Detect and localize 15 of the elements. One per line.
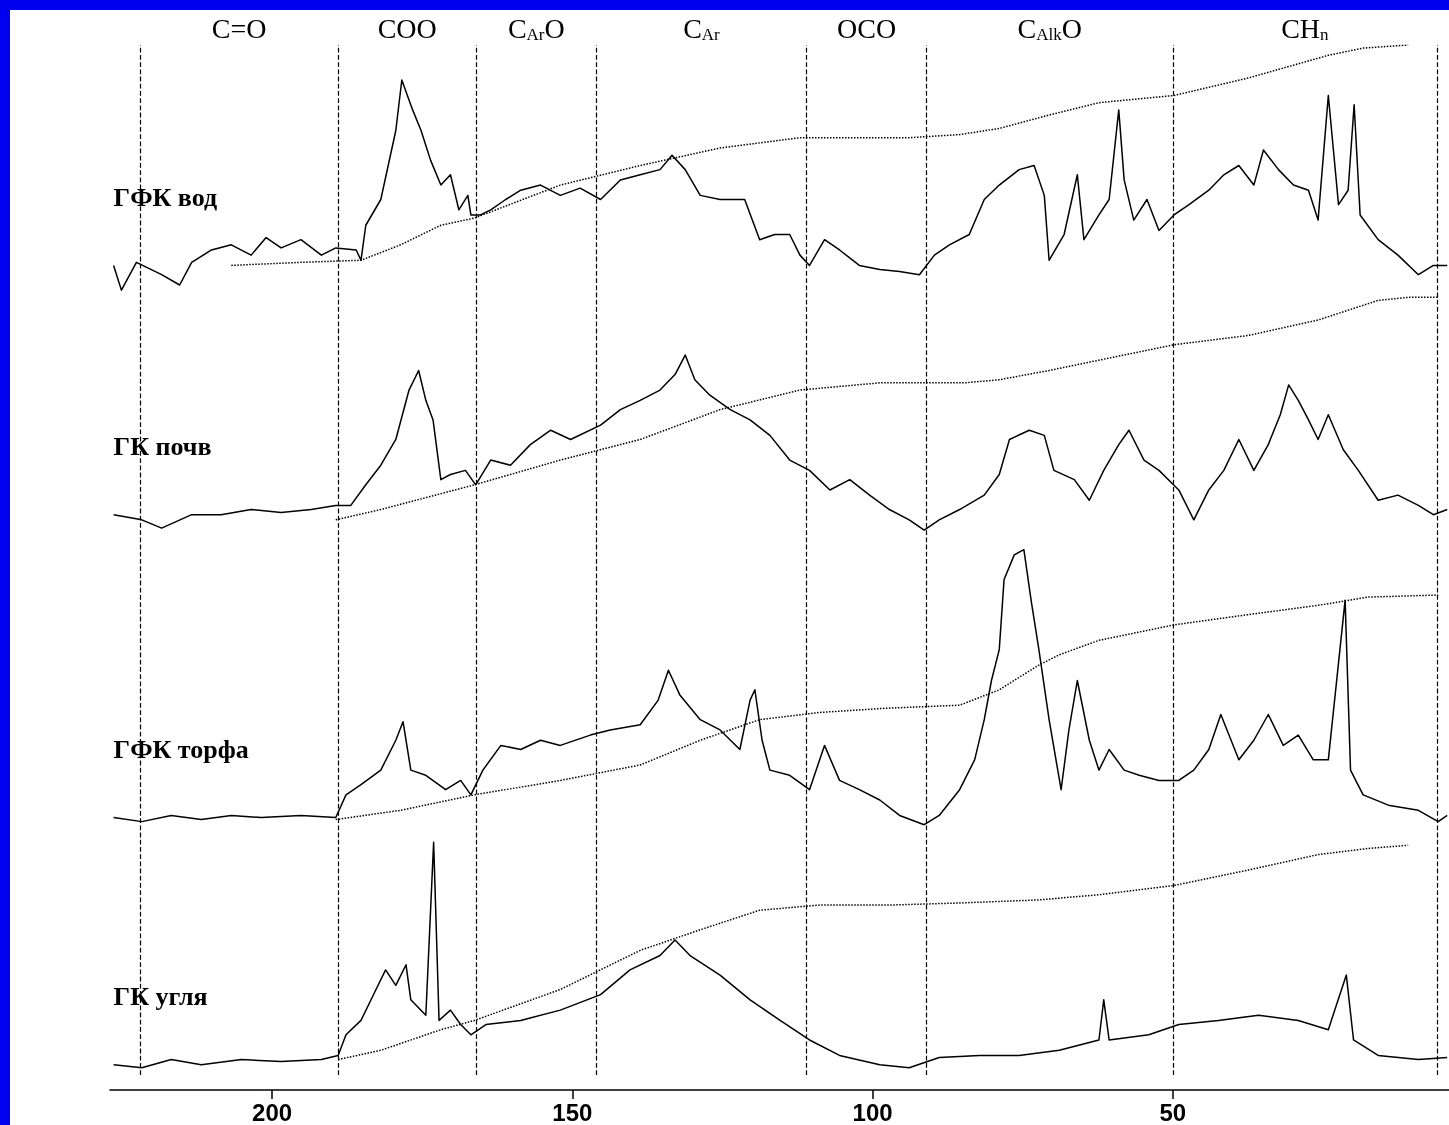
text: ГФК торфа (113, 735, 249, 764)
text: CAlkO (1017, 12, 1082, 44)
x-tick-label: 50 (1159, 1098, 1187, 1125)
x-tick-label: 100 (852, 1098, 893, 1125)
text: C=O (211, 12, 267, 44)
series-label: ГФК вод (113, 182, 218, 212)
text: CHn (1281, 12, 1330, 44)
text: ГК угля (113, 982, 208, 1012)
text: ГК почв (113, 432, 212, 462)
text: OCO (837, 12, 897, 44)
text: CAr (683, 12, 721, 44)
text: CArO (507, 12, 565, 44)
x-tick-label: 200 (252, 1098, 293, 1125)
x-tick-label: 150 (552, 1098, 593, 1125)
text: COO (377, 12, 437, 44)
